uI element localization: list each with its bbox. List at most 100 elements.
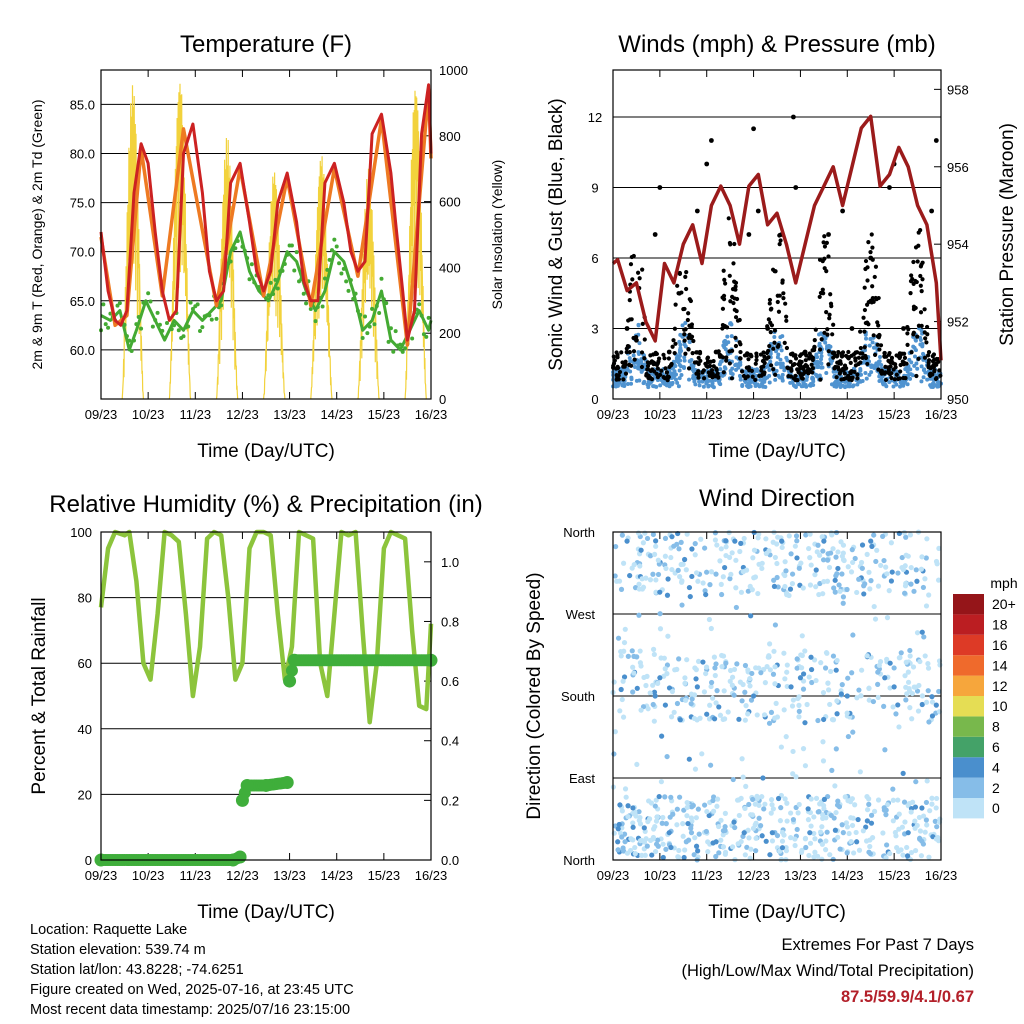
gust-point: [824, 310, 829, 315]
wind-point: [772, 334, 777, 339]
wind-point: [919, 379, 924, 384]
direction-point: [694, 684, 700, 690]
gust-point: [630, 277, 635, 282]
y2-tick-label: 0.0: [441, 853, 459, 868]
direction-point: [637, 563, 643, 569]
gust-point: [687, 332, 692, 337]
wind-point: [801, 380, 806, 385]
direction-point: [820, 690, 827, 696]
direction-point: [782, 583, 788, 590]
direction-point: [674, 700, 681, 707]
gust-point: [681, 306, 686, 312]
dewpoint-point: [233, 246, 238, 251]
gust-point: [767, 297, 773, 303]
dewpoint-point: [280, 268, 285, 273]
wind-point: [755, 382, 760, 387]
gust-point: [822, 234, 827, 239]
y-tick-label: 85.0: [70, 97, 95, 112]
direction-point: [629, 648, 635, 654]
gust-point: [746, 232, 752, 237]
direction-point: [692, 766, 699, 772]
direction-point: [934, 824, 940, 830]
direction-point: [926, 719, 932, 725]
direction-point: [638, 547, 644, 553]
direction-point: [662, 535, 669, 541]
wind-point: [718, 367, 723, 372]
direction-point: [833, 554, 839, 560]
y-axis-label: Direction (Colored By Speed): [524, 572, 545, 819]
wind-point: [687, 359, 692, 364]
y2-axis-label: Station Pressure (Maroon): [997, 123, 1018, 346]
legend-swatch: [953, 777, 984, 798]
gust-point: [764, 356, 769, 361]
direction-point: [867, 843, 873, 850]
direction-point: [925, 665, 932, 671]
direction-point: [929, 801, 935, 807]
gust-point: [863, 355, 868, 360]
gust-point: [627, 298, 632, 303]
gust-point: [809, 362, 814, 367]
gust-point: [623, 371, 629, 376]
gust-point: [810, 370, 815, 375]
direction-point: [624, 538, 630, 544]
direction-point: [669, 566, 675, 573]
gust-point: [810, 366, 815, 371]
direction-point: [917, 828, 924, 834]
gust-point: [683, 351, 688, 356]
gust-point: [892, 377, 897, 382]
gust-point: [669, 363, 674, 368]
y2-tick-label: 1000: [439, 63, 468, 78]
direction-point: [839, 822, 845, 828]
gust-point: [775, 293, 780, 298]
gust-point: [868, 250, 873, 255]
gust-point: [731, 261, 736, 266]
direction-point: [703, 828, 709, 835]
direction-point: [653, 543, 659, 549]
direction-point: [678, 539, 684, 545]
wind-point: [677, 339, 682, 344]
gust-point: [849, 353, 854, 358]
direction-point: [703, 591, 709, 598]
direction-point: [653, 818, 660, 824]
gust-point: [870, 295, 875, 301]
direction-point: [782, 559, 788, 565]
direction-point: [895, 570, 901, 576]
direction-point: [937, 662, 943, 668]
direction-point: [630, 805, 636, 811]
dewpoint-point: [384, 301, 389, 306]
legend-label: 10: [992, 698, 1008, 714]
direction-point: [705, 849, 711, 855]
direction-point: [790, 697, 796, 703]
wind-point: [628, 369, 633, 374]
dewpoint-point: [339, 271, 344, 276]
gust-point: [893, 362, 898, 367]
direction-point: [820, 557, 827, 563]
gust-point: [732, 307, 737, 312]
gust-point: [782, 340, 787, 345]
direction-point: [827, 668, 834, 675]
direction-point: [860, 828, 866, 834]
direction-point: [803, 532, 809, 538]
gust-point: [612, 358, 617, 363]
direction-point: [901, 799, 908, 805]
direction-point: [683, 839, 689, 845]
direction-point: [752, 801, 758, 807]
gust-point: [629, 317, 634, 322]
gust-point: [684, 286, 689, 292]
direction-point: [772, 664, 778, 670]
wind-point: [778, 357, 783, 362]
direction-point: [830, 546, 836, 552]
direction-point: [845, 798, 851, 804]
wind-point: [923, 370, 928, 375]
direction-point: [859, 667, 865, 673]
gust-point: [831, 322, 836, 327]
dewpoint-point: [127, 338, 132, 343]
direction-point: [753, 665, 759, 671]
direction-point: [796, 714, 802, 720]
wind-point: [631, 353, 636, 358]
wind-point: [782, 368, 787, 373]
direction-point: [792, 836, 798, 842]
dewpoint-point: [162, 335, 167, 340]
gust-point: [762, 360, 767, 366]
gust-point: [813, 327, 818, 332]
